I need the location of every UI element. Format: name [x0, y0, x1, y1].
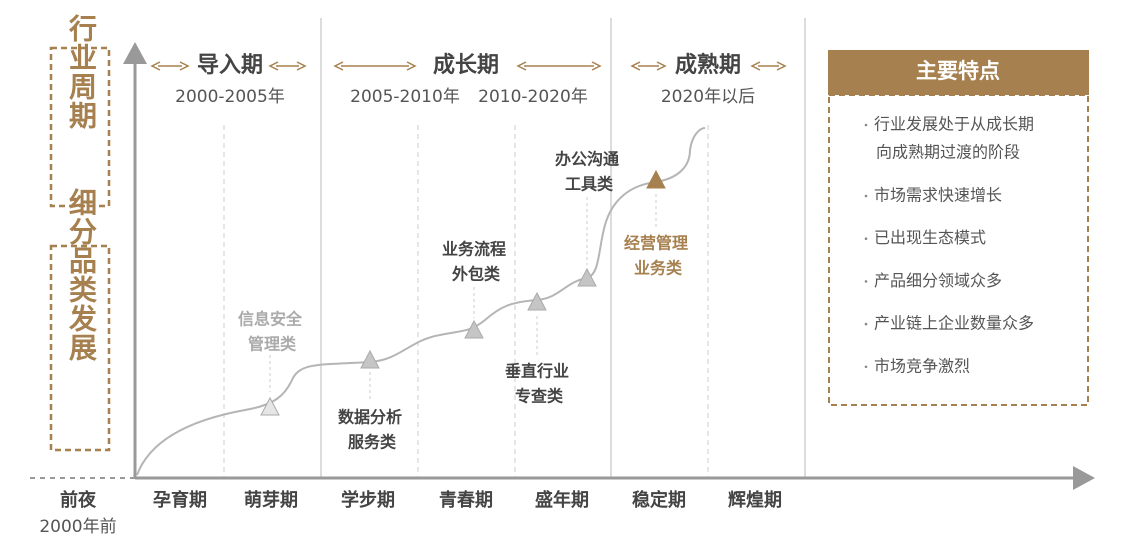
arrow-head	[333, 61, 344, 71]
side-box	[49, 46, 111, 208]
bullet	[864, 123, 868, 127]
phase-name: 成长期	[433, 53, 499, 78]
side-label: 细分品类发展	[65, 187, 98, 362]
phase-period: 2000-2005年	[175, 87, 285, 107]
arrow-head	[656, 61, 667, 71]
category-label: 管理类	[248, 335, 297, 354]
bullet	[864, 237, 868, 240]
stage-label: 学步期	[341, 489, 395, 511]
stage-label: 青春期	[439, 489, 493, 511]
arrow-head	[630, 61, 641, 71]
feature-item: 市场竞争激烈	[874, 356, 970, 375]
category-label: 业务类	[634, 259, 683, 278]
stage-label: 辉煌期	[728, 489, 782, 511]
phase-period: 2005-2010年	[350, 87, 460, 107]
arrow-head	[750, 61, 761, 71]
category-label: 外包类	[451, 265, 501, 284]
pre-period: 2000年前	[39, 517, 116, 537]
feature-item: 向成熟期过渡的阶段	[876, 143, 1020, 162]
bullet	[864, 365, 868, 369]
category-marker	[527, 291, 547, 311]
y-arrow	[123, 42, 147, 64]
arrow-head	[516, 61, 527, 71]
feature-item: 行业发展处于从成长期	[874, 115, 1034, 134]
category-marker	[577, 267, 597, 287]
feature-item: 已出现生态模式	[874, 228, 986, 247]
phase-name: 导入期	[197, 53, 263, 78]
category-label: 服务类	[348, 433, 397, 452]
category-label: 经营管理	[624, 234, 688, 253]
arrow-head	[776, 61, 787, 71]
growth-curve	[136, 127, 706, 476]
feature-item: 产品细分领域众多	[874, 271, 1002, 290]
arrow-head	[179, 61, 190, 71]
category-label: 信息安全	[238, 310, 303, 329]
category-marker	[646, 169, 666, 189]
category-marker	[464, 319, 484, 339]
category-label: 数据分析	[338, 408, 402, 427]
features-header	[828, 50, 1089, 95]
arrow-head	[296, 61, 307, 71]
side-label: 行业周期	[65, 13, 98, 130]
bullet	[864, 194, 868, 198]
bullet	[864, 322, 868, 326]
stage-label: 孕育期	[153, 489, 207, 511]
side-box	[49, 244, 111, 452]
bullet	[864, 280, 868, 283]
stage-label: 萌芽期	[244, 489, 298, 511]
arrow-head	[406, 61, 417, 71]
category-label: 垂直行业	[505, 362, 569, 381]
stage-label: 前夜	[60, 489, 97, 511]
stage-label: 稳定期	[632, 489, 686, 511]
category-label: 专查类	[515, 387, 564, 406]
features-title: 主要特点	[916, 59, 1000, 83]
category-label: 业务流程	[442, 240, 506, 259]
phase-name: 成熟期	[675, 52, 741, 78]
arrow-head	[150, 61, 161, 71]
category-marker	[260, 396, 280, 416]
arrow-head	[591, 61, 602, 71]
category-label: 办公沟通	[555, 150, 619, 169]
feature-item: 市场需求快速增长	[874, 186, 1002, 205]
features-box	[828, 94, 1089, 406]
arrow-head	[268, 61, 279, 71]
x-arrow	[1073, 466, 1095, 490]
category-label: 工具类	[565, 175, 614, 194]
stage-label: 盛年期	[535, 489, 589, 511]
phase-period: 2010-2020年	[478, 87, 588, 107]
feature-item: 产业链上企业数量众多	[874, 314, 1034, 333]
category-marker	[360, 349, 380, 369]
phase-period: 2020年以后	[661, 87, 755, 107]
